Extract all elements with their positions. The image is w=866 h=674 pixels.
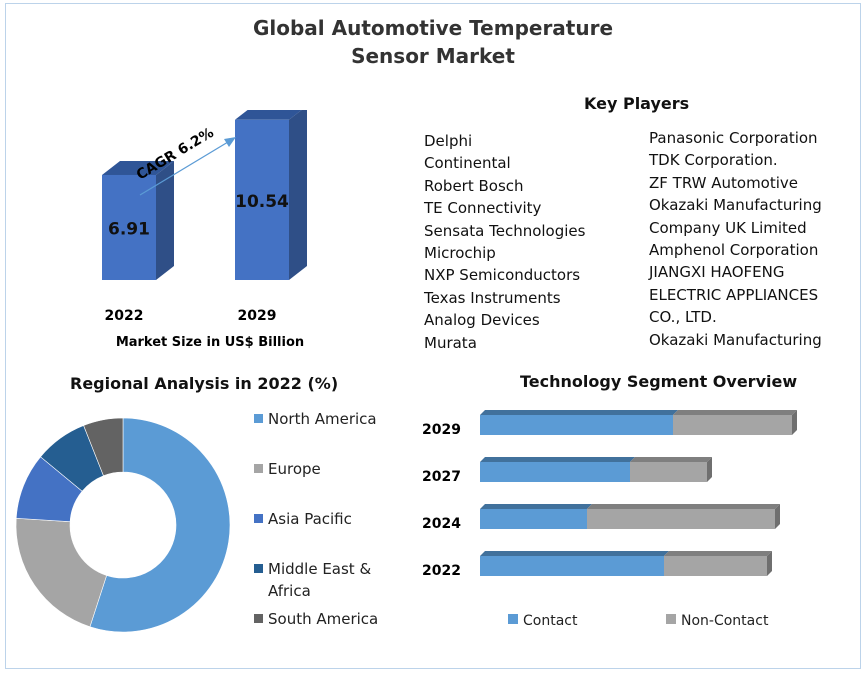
bar-value-label: 10.54	[235, 192, 289, 212]
bar-top	[664, 551, 772, 556]
legend-item: South America	[254, 608, 378, 630]
regional-title: Regional Analysis in 2022 (%)	[70, 374, 339, 393]
key-players-col2: Panasonic Corporation TDK Corporation. ZF …	[649, 127, 822, 351]
legend-label: North America	[268, 410, 377, 428]
bar-value-label: 6.91	[108, 219, 150, 239]
legend-label: Contact	[523, 613, 578, 629]
bar-segment	[673, 415, 792, 435]
bar-side	[767, 551, 772, 576]
legend-label: South America	[268, 610, 379, 628]
regional-donut-chart	[15, 417, 231, 633]
legend-label: Asia Pacific	[268, 510, 352, 528]
bar-top	[480, 457, 635, 462]
legend-label: Middle East &	[268, 560, 372, 578]
legend-swatch	[254, 514, 263, 523]
legend-label: Africa	[268, 582, 311, 600]
bar-top	[587, 504, 780, 509]
cagr-arrow	[139, 141, 229, 196]
infographic-frame	[5, 3, 861, 669]
bar-side	[156, 160, 174, 280]
tech-segment-chart: 2029 2027 2024 2022 Contact Non-Contact	[422, 410, 797, 629]
key-player: Amphenol Corporation	[649, 241, 819, 260]
legend-swatch	[254, 564, 263, 573]
bar-side	[775, 504, 780, 529]
bar-side	[289, 110, 307, 280]
category-label: 2022	[105, 308, 144, 324]
title-line-2: Sensor Market	[351, 44, 515, 68]
market-size-chart: 6.91 2022 10.54 2029 CAGR 6.2% Market Size in…	[102, 110, 307, 350]
legend-swatch	[666, 614, 676, 624]
key-player: Okazaki Manufacturing	[649, 330, 822, 349]
bar-top	[480, 551, 669, 556]
category-label: 2022	[422, 563, 461, 579]
legend-swatch	[254, 414, 263, 423]
legend-label: Europe	[268, 460, 321, 478]
category-label: 2027	[422, 469, 461, 485]
bar-top	[480, 410, 678, 415]
key-player: Company UK Limited	[649, 218, 807, 237]
category-label: 2024	[422, 516, 461, 532]
key-player: Sensata Technologies	[424, 221, 586, 240]
bar-segment	[630, 462, 707, 482]
bar-segment	[480, 556, 664, 576]
key-player: TDK Corporation.	[649, 151, 778, 170]
bar-top	[480, 504, 592, 509]
bar-segment	[480, 415, 673, 435]
category-label: 2029	[238, 308, 277, 324]
donut-slice	[89, 417, 231, 633]
category-label: 2029	[422, 422, 461, 438]
key-player: Robert Bosch	[424, 176, 524, 195]
key-player: Continental	[424, 154, 511, 173]
key-player: Panasonic Corporation	[649, 129, 818, 147]
legend-item: Middle East & Africa	[254, 558, 371, 602]
key-players-title: Key Players	[584, 94, 690, 113]
bar-segment	[664, 556, 767, 576]
donut-slice	[83, 417, 124, 477]
key-player: CO., LTD.	[649, 308, 717, 327]
arrow-head	[224, 137, 236, 147]
bar-top	[630, 457, 712, 462]
bar	[235, 119, 289, 281]
legend-item: Europe	[254, 458, 321, 480]
key-player: Microchip	[424, 244, 496, 263]
legend-label: Non-Contact	[681, 613, 769, 629]
bar-top	[673, 410, 797, 415]
bar-segment	[480, 462, 630, 482]
legend-swatch	[254, 614, 263, 623]
bar-top	[102, 160, 174, 175]
key-player: TE Connectivity	[424, 199, 542, 218]
bar-segment	[587, 509, 775, 529]
donut-slice	[15, 517, 107, 628]
bar-top	[235, 110, 302, 120]
x-axis-label: Market Size in US$ Billion	[116, 335, 304, 350]
key-player: JIANGXI HAOFENG	[649, 263, 785, 282]
key-player: ZF TRW Automotive	[649, 173, 799, 192]
legend-swatch	[254, 464, 263, 473]
bar-side	[792, 410, 797, 435]
legend-swatch	[508, 614, 518, 624]
legend-item: Asia Pacific	[254, 508, 352, 530]
key-player: Texas Instruments	[424, 288, 561, 307]
bar	[102, 174, 156, 280]
bar-segment	[480, 509, 587, 529]
page-title: Global Automotive Temperature Sensor Mar…	[0, 14, 866, 70]
key-player: Analog Devices	[424, 311, 540, 330]
tech-title: Technology Segment Overview	[520, 372, 798, 391]
key-player: ELECTRIC APPLIANCES	[649, 285, 819, 304]
key-player: NXP Semiconductors	[424, 266, 581, 285]
key-player: Okazaki Manufacturing	[649, 196, 822, 215]
key-players-col1: Delphi Continental Robert Bosch TE Connecti…	[424, 130, 585, 354]
title-line-1: Global Automotive Temperature	[252, 16, 614, 40]
legend-item: North America	[254, 408, 377, 430]
key-player: Delphi	[424, 132, 473, 150]
bar-side	[707, 457, 712, 482]
cagr-label: CAGR 6.2%	[134, 125, 217, 184]
key-player: Murata	[424, 333, 477, 352]
